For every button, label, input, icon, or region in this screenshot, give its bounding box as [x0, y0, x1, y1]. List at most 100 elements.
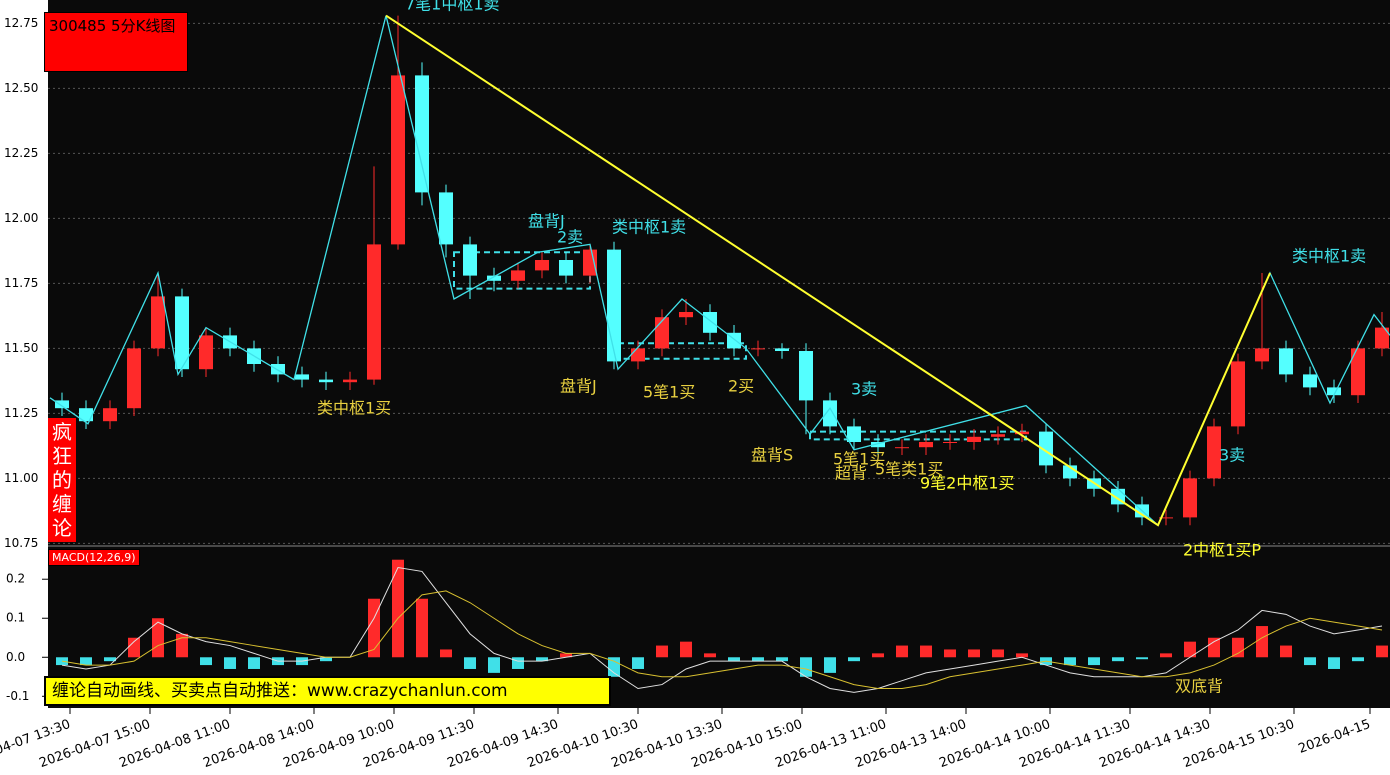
macd-bar — [1112, 657, 1124, 662]
macd-bar — [1376, 645, 1388, 658]
annotation: 类中枢1卖 — [1292, 247, 1366, 266]
y-tick-label: 11.00 — [4, 471, 38, 485]
candle-body — [55, 400, 69, 409]
candle-body — [1039, 431, 1053, 466]
candle-body — [175, 296, 189, 370]
candle-body — [967, 436, 981, 442]
macd-bar — [1256, 626, 1268, 658]
candle-body — [943, 442, 957, 443]
candle-body — [535, 260, 549, 271]
macd-bar — [392, 559, 404, 658]
candle-body — [847, 426, 861, 442]
candle-body — [583, 249, 597, 276]
macd-bar — [1208, 637, 1220, 658]
candle-body — [1303, 374, 1317, 388]
y-tick-label: 11.25 — [4, 406, 38, 420]
candle-body — [343, 379, 357, 383]
annotation: 超背 — [835, 464, 867, 483]
macd-bar — [320, 657, 332, 662]
annotation: 5笔1买 — [643, 383, 695, 402]
candle-body — [991, 434, 1005, 437]
y-tick-label: 11.50 — [4, 341, 38, 355]
candle-body — [1231, 361, 1245, 427]
annotation: 双底背 — [1175, 677, 1223, 696]
macd-bar — [1016, 653, 1028, 658]
y-tick-label: 0.2 — [6, 572, 25, 586]
y-tick-label: 0.0 — [6, 650, 25, 664]
macd-bar — [752, 657, 764, 662]
zone-box — [617, 342, 747, 360]
annotation: 2买 — [728, 377, 754, 396]
side-label: 疯狂的缠论 — [48, 418, 76, 542]
macd-bar — [800, 657, 812, 677]
candle-body — [607, 249, 621, 362]
macd-title: MACD(12,26,9) — [48, 549, 140, 566]
macd-bar — [824, 657, 836, 673]
macd-bar — [248, 657, 260, 669]
macd-bar — [1184, 641, 1196, 658]
candle-body — [439, 192, 453, 245]
macd-bar — [632, 657, 644, 669]
macd-bar — [440, 649, 452, 658]
candle-body — [1255, 348, 1269, 362]
candle-body — [631, 348, 645, 362]
annotation: 3卖 — [851, 380, 877, 399]
macd-bar — [104, 657, 116, 662]
candle-body — [1159, 517, 1173, 519]
macd-bar — [512, 657, 524, 669]
macd-bar — [992, 649, 1004, 658]
banner: 缠论自动画线、买卖点自动推送：www.crazychanlun.com — [44, 676, 611, 706]
macd-bar — [1280, 645, 1292, 658]
macd-bar — [968, 649, 980, 658]
macd-bar — [872, 653, 884, 658]
macd-bar — [776, 657, 788, 662]
macd-bar — [488, 657, 500, 673]
macd-bar — [416, 598, 428, 658]
candle-body — [487, 275, 501, 281]
candle-body — [751, 348, 765, 350]
macd-bar — [176, 633, 188, 658]
annotation: 5笔类1买 — [875, 460, 943, 479]
macd-bar — [1352, 657, 1364, 662]
candle-body — [679, 312, 693, 318]
macd-bar — [680, 641, 692, 658]
y-tick-label: 12.75 — [4, 16, 38, 30]
macd-bar — [536, 657, 548, 662]
annotation: 类中枢1卖 — [612, 218, 686, 237]
annotation: 盘背J — [528, 212, 565, 231]
macd-bar — [656, 645, 668, 658]
annotation: 7笔1中枢1卖 — [405, 0, 500, 14]
dif-line — [61, 566, 1383, 693]
candle-body — [871, 442, 885, 448]
macd-bar — [1088, 657, 1100, 666]
y-tick-label: 12.25 — [4, 146, 38, 160]
y-tick-label: 11.75 — [4, 276, 38, 290]
candle-body — [1327, 387, 1341, 396]
candle-body — [703, 312, 717, 333]
candle-body — [319, 379, 333, 383]
y-tick-label: -0.1 — [6, 689, 29, 703]
candle-body — [799, 351, 813, 401]
candle-body — [1279, 348, 1293, 375]
y-tick-label: 0.1 — [6, 611, 25, 625]
candle-body — [463, 244, 477, 276]
candle-body — [391, 75, 405, 245]
macd-bar — [80, 657, 92, 666]
annotation: 2中枢1买P — [1183, 541, 1261, 560]
annotation: 9笔2中枢1买 — [920, 474, 1015, 493]
y-tick-label: 10.75 — [4, 536, 38, 550]
candle-body — [559, 260, 573, 276]
zone-box — [809, 430, 1027, 441]
candle-body — [895, 447, 909, 449]
candle-body — [823, 400, 837, 427]
macd-bar — [224, 657, 236, 669]
macd-bar — [1160, 653, 1172, 658]
macd-bar — [1232, 637, 1244, 658]
macd-bar — [560, 653, 572, 658]
candle-body — [1015, 431, 1029, 435]
candle-body — [1351, 348, 1365, 396]
macd-bar — [128, 637, 140, 658]
candle-body — [367, 244, 381, 380]
